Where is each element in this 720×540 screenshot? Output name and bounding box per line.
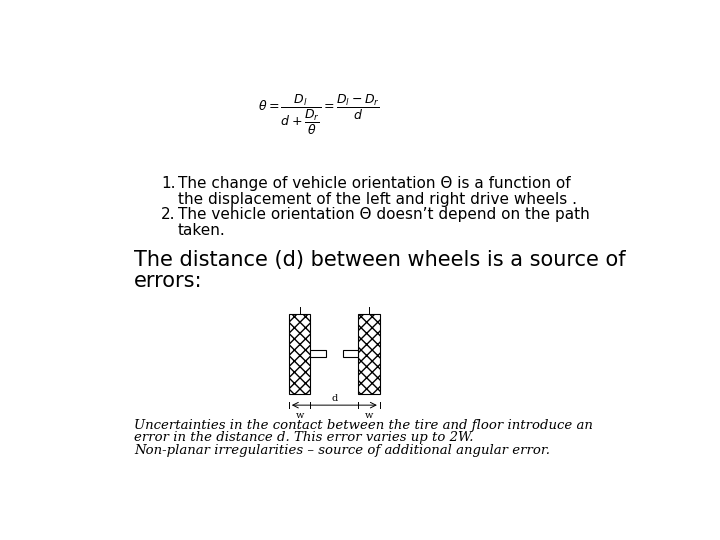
Text: The vehicle orientation Θ doesn’t depend on the path: The vehicle orientation Θ doesn’t depend…	[178, 207, 590, 222]
Bar	[359, 314, 379, 394]
Bar	[310, 350, 326, 357]
Text: The distance (d) between wheels is a source of: The distance (d) between wheels is a sou…	[134, 249, 626, 269]
Text: w: w	[295, 411, 304, 420]
Text: error in the distance d. This error varies up to 2W.: error in the distance d. This error vari…	[134, 431, 474, 444]
Text: w: w	[365, 411, 373, 420]
Text: The change of vehicle orientation Θ is a function of: The change of vehicle orientation Θ is a…	[178, 177, 571, 192]
Text: $\theta = \dfrac{D_l}{d + \dfrac{D_r}{\theta}} = \dfrac{D_l - D_r}{d}$: $\theta = \dfrac{D_l}{d + \dfrac{D_r}{\t…	[258, 93, 380, 137]
Text: 1.: 1.	[161, 177, 176, 192]
Bar	[289, 314, 310, 394]
Text: Uncertainties in the contact between the tire and floor introduce an: Uncertainties in the contact between the…	[134, 419, 593, 432]
Text: taken.: taken.	[178, 222, 226, 238]
Text: 2.: 2.	[161, 207, 176, 222]
Text: the displacement of the left and right drive wheels .: the displacement of the left and right d…	[178, 192, 577, 207]
Bar	[343, 350, 359, 357]
Text: errors:: errors:	[134, 271, 202, 291]
Text: Non-planar irregularities – source of additional angular error.: Non-planar irregularities – source of ad…	[134, 444, 550, 457]
Text: d: d	[331, 394, 338, 403]
